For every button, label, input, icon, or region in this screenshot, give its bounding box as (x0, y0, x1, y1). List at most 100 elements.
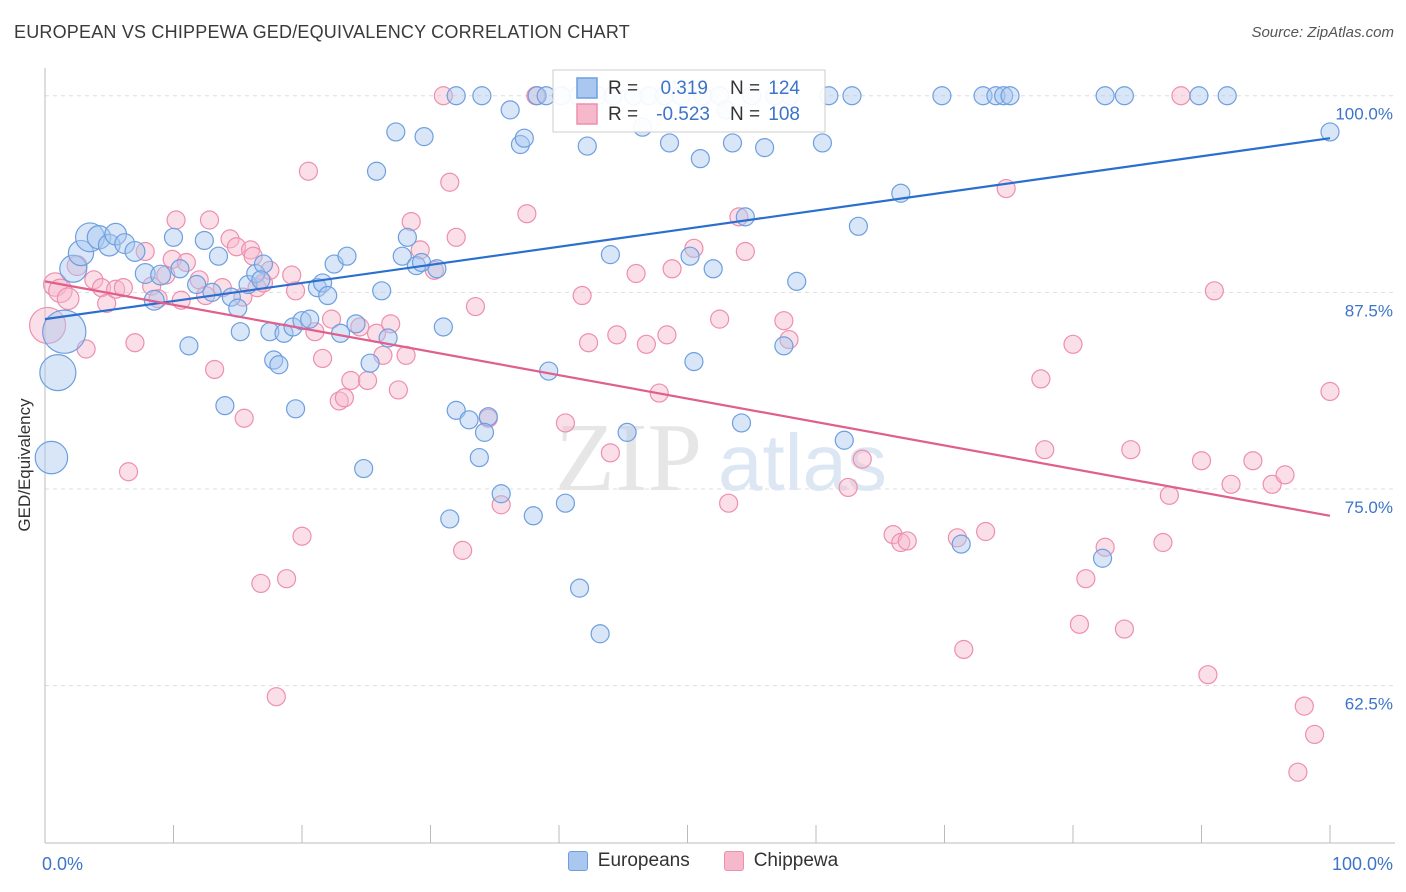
legend-bottom-label-chippewa: Chippewa (753, 850, 839, 871)
european-point-77 (659, 133, 680, 153)
chippewa-point-85 (852, 449, 872, 469)
european-point-20 (208, 246, 229, 266)
chippewa-point-109 (1262, 474, 1282, 494)
chippewa-point-71 (607, 325, 627, 345)
european-point-70 (569, 578, 590, 598)
european-point-19 (202, 282, 222, 302)
european-point-69 (555, 493, 576, 513)
chippewa-point-75 (657, 325, 677, 345)
chippewa-point-39 (285, 281, 306, 301)
chippewa-point-61 (453, 540, 473, 560)
european-point-50 (392, 246, 412, 266)
chippewa-point-87 (891, 532, 911, 553)
chippewa-point-27 (226, 237, 247, 257)
chippewa-point-68 (572, 285, 592, 306)
european-point-115 (994, 86, 1014, 106)
european-point-0 (42, 309, 87, 354)
european-point-57 (440, 509, 460, 529)
european-point-28 (251, 270, 271, 290)
chippewa-point-35 (251, 573, 271, 594)
european-point-35 (292, 311, 312, 331)
european-point-16 (179, 336, 199, 356)
european-point-82 (722, 133, 743, 153)
european-point-39 (318, 285, 338, 306)
chippewa-point-83 (779, 329, 799, 350)
european-point-53 (414, 127, 434, 147)
european-point-31 (269, 355, 289, 375)
european-point-7 (97, 233, 121, 257)
watermark-zip: ZIP (555, 404, 702, 512)
grid-lines (45, 95, 1395, 687)
european-point-59 (459, 410, 479, 430)
european-point-84 (735, 207, 755, 227)
legend-bottom-label-europeans: Europeans (597, 850, 690, 871)
legend-n-label-2: N = (730, 104, 760, 125)
european-point-119 (1189, 86, 1209, 106)
european-point-96 (472, 86, 492, 106)
european-point-34 (285, 399, 306, 419)
chippewa-point-94 (1035, 440, 1055, 460)
y-axis-label: GED/Equivalency (15, 398, 34, 532)
chippewa-point-24 (205, 359, 225, 380)
european-point-47 (372, 281, 392, 301)
legend-item-chippewa[interactable]: Chippewa (723, 850, 839, 872)
european-point-93 (1092, 548, 1113, 568)
chippewa-point-97 (1076, 569, 1096, 589)
european-point-87 (787, 271, 807, 291)
european-point-42 (337, 246, 357, 266)
chippewa-point-106 (1204, 281, 1224, 301)
chippewa-point-79 (719, 493, 739, 513)
chippewa-point-59 (440, 172, 460, 192)
watermark-atlas: atlas (718, 418, 887, 507)
legend-swatch-chippewa (576, 103, 598, 125)
legend-bottom-swatch-europeans (567, 851, 588, 871)
european-point-79 (684, 352, 704, 372)
chippewa-point-70 (600, 443, 621, 463)
chippewa-point-11 (118, 462, 139, 482)
chippewa-point-93 (1031, 369, 1051, 389)
chippewa-point-82 (774, 311, 794, 331)
european-point-72 (590, 624, 610, 644)
european-point-46 (366, 161, 387, 181)
legend-bottom-swatch-chippewa (723, 851, 744, 871)
chippewa-point-99 (1114, 619, 1135, 639)
legend-item-europeans[interactable]: Europeans (567, 850, 690, 872)
chippewa-point-53 (388, 380, 408, 400)
european-point-58 (446, 400, 466, 420)
european-point-80 (690, 149, 710, 169)
chart-title: EUROPEAN VS CHIPPEWA GED/EQUIVALENCY COR… (14, 22, 630, 42)
x-tick-label-0: 0.0% (42, 854, 83, 874)
european-point-18 (194, 230, 214, 251)
legend-r-label-1: R = (608, 78, 638, 99)
chippewa-point-23 (199, 210, 220, 230)
european-point-62 (474, 422, 495, 442)
chippewa-point-38 (282, 265, 302, 285)
source-label: Source: ZipAtlas.com (1251, 24, 1394, 41)
european-point-44 (354, 458, 374, 479)
chippewa-point-113 (1304, 724, 1325, 745)
european-point-116 (1000, 86, 1020, 106)
chippewa-point-81 (735, 241, 755, 262)
chippewa-point-64 (491, 495, 511, 515)
european-point-56 (433, 317, 453, 337)
chippewa-point-41 (298, 161, 319, 181)
european-point-27 (253, 254, 274, 274)
legend-swatch-europeans (576, 77, 598, 99)
tick-labels: 62.5% 75.0% 87.5% 100.0% 0.0% 100.0% (42, 105, 1393, 874)
chippewa-point-37 (276, 569, 297, 589)
european-point-5 (74, 222, 105, 253)
europeans-trend-line (44, 137, 1331, 321)
chippewa-point-55 (401, 211, 421, 232)
chippewa-point-101 (1153, 532, 1173, 553)
axes (44, 68, 1395, 844)
chippewa-point-96 (1069, 614, 1090, 634)
legend-box: R = 0.319 N = 124 R = -0.523 N = 108 (552, 69, 826, 133)
chippewa-trend-line (44, 280, 1331, 517)
european-point-4 (67, 239, 95, 267)
chippewa-point-76 (662, 259, 682, 279)
legend-n-value-1: 124 (768, 78, 800, 99)
european-point-74 (617, 422, 637, 442)
european-point-86 (774, 336, 794, 356)
european-point-111 (842, 86, 862, 106)
